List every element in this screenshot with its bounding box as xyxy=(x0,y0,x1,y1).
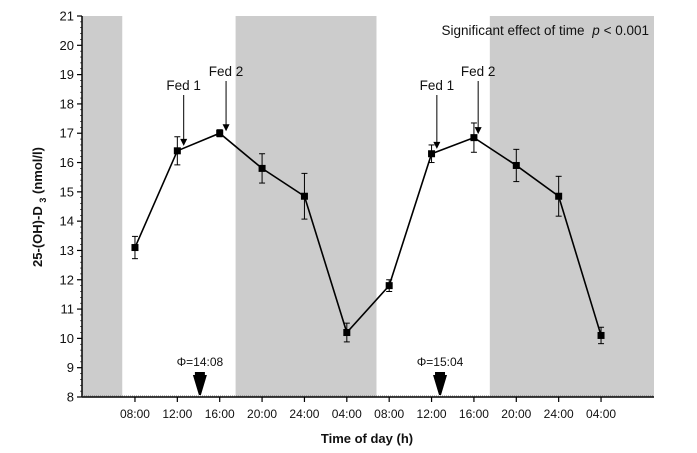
y-tick-label: 19 xyxy=(60,67,74,82)
feed-label: Fed 2 xyxy=(209,64,244,79)
acrophase-arrow xyxy=(433,375,448,395)
series-line xyxy=(134,132,602,336)
data-point xyxy=(597,331,605,339)
data-series xyxy=(131,122,605,345)
data-point xyxy=(131,244,139,252)
y-tick-label: 8 xyxy=(67,390,74,405)
feed-label: Fed 1 xyxy=(420,78,455,93)
dark-period-band xyxy=(489,16,654,397)
y-axis-label: 25-(OH)-D 3 (nmol/l) xyxy=(30,147,49,267)
y-tick-label: 13 xyxy=(60,243,74,258)
x-tick-label: 24:00 xyxy=(544,407,574,421)
x-tick-label: 04:00 xyxy=(332,407,362,421)
acrophase-arrow-base xyxy=(194,372,205,376)
y-label-unit: (nmol/l) xyxy=(30,147,45,194)
y-tick-label: 20 xyxy=(60,38,74,53)
x-tick-label: 20:00 xyxy=(501,407,531,421)
x-tick-label: 08:00 xyxy=(374,407,404,421)
x-tick-label: 24:00 xyxy=(289,407,319,421)
y-tick-label: 18 xyxy=(60,96,74,111)
x-tick-label: 20:00 xyxy=(247,407,277,421)
dark-period-band xyxy=(235,16,377,397)
significance-text: Significant effect of time xyxy=(441,23,584,38)
y-label-subscript: 3 xyxy=(38,198,48,203)
x-tick-label: 12:00 xyxy=(162,407,192,421)
x-tick-label: 04:00 xyxy=(586,407,616,421)
feed-arrow-head xyxy=(474,127,482,135)
y-tick-label: 11 xyxy=(61,302,75,317)
p-value: < 0.001 xyxy=(604,23,649,38)
feed-label: Fed 1 xyxy=(166,78,201,93)
y-tick-label: 10 xyxy=(60,331,74,346)
x-tick-label: 12:00 xyxy=(417,407,447,421)
x-axis-label: Time of day (h) xyxy=(321,431,413,446)
dark-period-bands xyxy=(82,16,654,397)
acrophase-arrow-base xyxy=(435,372,446,376)
data-point xyxy=(385,282,393,290)
data-point xyxy=(512,161,520,169)
data-point xyxy=(216,129,224,137)
significance-annotation: Significant effect of time p < 0.001 xyxy=(441,23,649,38)
dark-period-band xyxy=(82,16,123,397)
acrophase-arrow xyxy=(192,375,207,395)
data-point xyxy=(343,329,351,337)
x-tick-label: 16:00 xyxy=(205,407,235,421)
feed-label: Fed 2 xyxy=(461,64,496,79)
y-tick-label: 12 xyxy=(60,272,74,287)
acrophase-label: Φ=15:04 xyxy=(417,355,464,369)
data-point xyxy=(470,134,478,142)
y-tick-label: 15 xyxy=(60,184,74,199)
axes: 8 9 10 11 12 13 14 15 16 17 18 19 20 21 08:00 12:00 16:0… xyxy=(60,9,654,421)
x-tick-label: 16:00 xyxy=(459,407,489,421)
data-point xyxy=(300,192,308,200)
y-tick-label: 17 xyxy=(60,126,74,141)
y-tick-label: 21 xyxy=(60,9,74,24)
data-point xyxy=(258,164,266,172)
y-tick-label: 9 xyxy=(67,360,74,375)
data-point xyxy=(173,147,181,155)
annotations: Fed 1 Fed 2 Fed 1 Fed 2 Φ=14:08 Φ=15:04 xyxy=(166,64,495,395)
data-point xyxy=(555,192,563,200)
y-label-main: 25-(OH)-D xyxy=(30,206,45,267)
y-tick-label: 16 xyxy=(60,155,74,170)
feed-arrow-head xyxy=(222,124,230,132)
y-tick-label: 14 xyxy=(60,214,74,229)
feed-arrow-head xyxy=(180,138,188,146)
data-point xyxy=(428,150,436,158)
p-symbol: p xyxy=(591,23,600,38)
acrophase-label: Φ=14:08 xyxy=(177,355,224,369)
feed-arrow-head xyxy=(433,141,441,149)
x-tick-label: 08:00 xyxy=(120,407,150,421)
